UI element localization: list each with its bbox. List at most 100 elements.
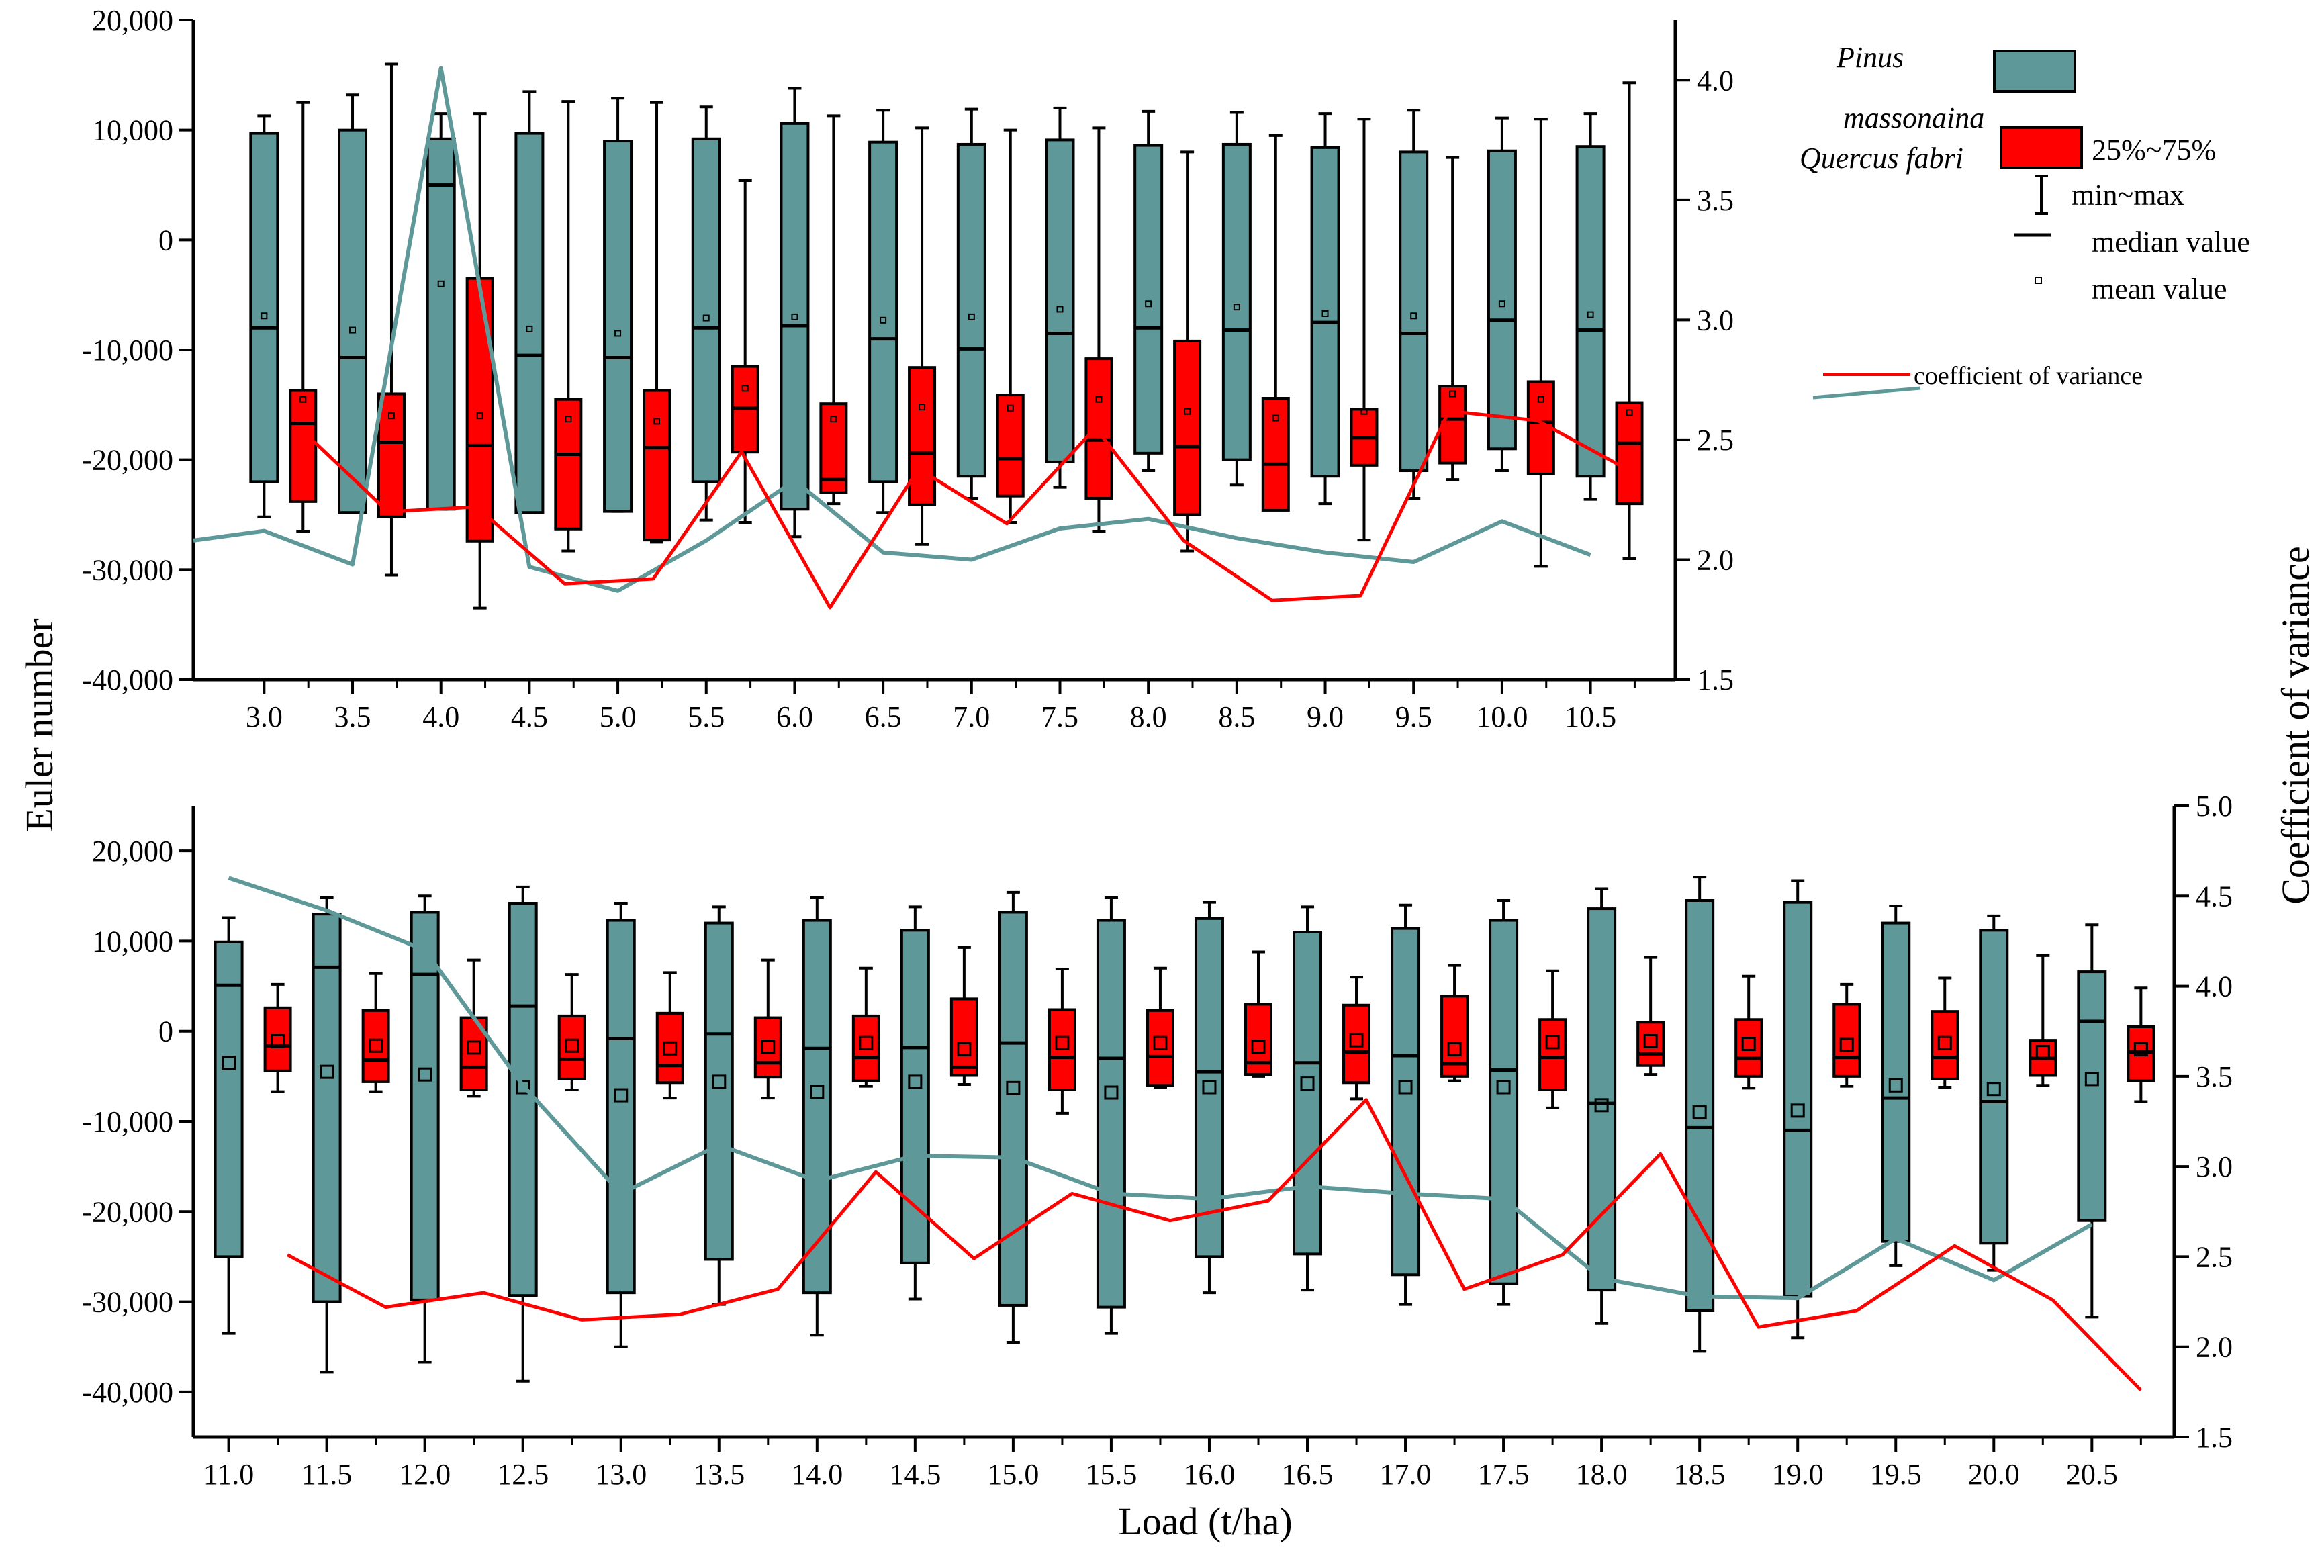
mean-marker [418, 1067, 432, 1082]
mean-marker [1839, 1037, 1854, 1052]
x-tick-label: 3.5 [334, 700, 371, 733]
iqr-box [1783, 901, 1813, 1298]
mean-marker [741, 385, 749, 392]
x-tick-label: 4.0 [422, 700, 459, 733]
mean-marker [859, 1035, 874, 1050]
y-tick-label: -20,000 [82, 1195, 173, 1228]
pinus-box [780, 87, 810, 539]
legend-quercus-swatch [2000, 126, 2083, 169]
x-tick-label: 19.0 [1772, 1458, 1824, 1491]
pinus-box [802, 896, 832, 1337]
y2-tick-label: 3.0 [2196, 1150, 2233, 1183]
mean-marker [565, 1038, 579, 1053]
x-tick-label: 13.5 [693, 1458, 745, 1491]
mean-marker [957, 1042, 972, 1057]
mean-marker [614, 1088, 629, 1103]
iqr-box [1615, 401, 1644, 506]
iqr-box [1391, 927, 1421, 1277]
x-tick-label: 17.5 [1478, 1458, 1530, 1491]
pinus-box [214, 916, 244, 1335]
mean-marker [437, 280, 445, 287]
iqr-box [263, 1006, 292, 1072]
quercus-box [819, 114, 848, 506]
mean-marker [1626, 409, 1633, 416]
iqr-box [249, 132, 279, 483]
legend-pinus-label-2: massonaina [1843, 101, 1984, 134]
y-tick-label: 20,000 [92, 4, 173, 37]
mean-marker [1056, 306, 1064, 313]
y-tick-label: 10,000 [92, 114, 173, 147]
legend-mean-label: mean value [2092, 273, 2227, 306]
y-tick-label: -30,000 [82, 1286, 173, 1319]
pinus-box [900, 905, 930, 1301]
y-tick-label: -10,000 [82, 1105, 173, 1138]
iqr-box [704, 921, 734, 1261]
x-tick-label: 12.0 [399, 1458, 451, 1491]
y2-tick-label: 4.0 [1697, 64, 1734, 97]
pinus-box [312, 896, 342, 1374]
iqr-box [1045, 138, 1075, 463]
legend-cv-label: coefficient of variance [1914, 362, 2143, 390]
x-tick-label: 9.0 [1307, 700, 1344, 733]
iqr-box [410, 911, 440, 1301]
y2-tick-label: 2.0 [1697, 543, 1734, 576]
cv-line-pinus [228, 876, 2093, 1301]
x-tick-label: 11.0 [203, 1458, 254, 1491]
legend-cv-pinus-line [1812, 386, 1921, 400]
mean-marker [1537, 396, 1544, 403]
iqr-box [1194, 917, 1224, 1258]
iqr-box [1399, 150, 1429, 473]
x-tick-label: 20.0 [1968, 1458, 2020, 1491]
mean-marker [387, 412, 395, 420]
quercus-box [949, 946, 978, 1086]
mean-marker [1594, 1098, 1609, 1113]
legend-mean-icon [2035, 277, 2042, 284]
iqr-box [603, 140, 633, 513]
iqr-box [998, 911, 1028, 1307]
y-tick-label: 20,000 [92, 835, 173, 868]
mean-marker [1498, 300, 1505, 308]
top-panel: 20,000 10,000 0 -10,000 -20,000 -30,000 -40,00… [82, 4, 1734, 733]
pinus-box [1685, 876, 1715, 1353]
iqr-box [1221, 142, 1252, 461]
mean-marker [1184, 408, 1191, 415]
pinus-box [1133, 109, 1164, 473]
iqr-box [1133, 144, 1164, 455]
quercus-box [2127, 986, 2155, 1103]
pinus-box [508, 885, 538, 1383]
iqr-box [1489, 919, 1519, 1285]
quercus-box [1048, 968, 1076, 1115]
quercus-box [1350, 118, 1379, 542]
pinus-box [1391, 903, 1421, 1306]
cv-line-pinus [193, 66, 1591, 593]
mean-marker [299, 396, 307, 403]
quercus-box [1146, 966, 1174, 1089]
iqr-box [361, 1009, 390, 1083]
x-tick-label: 7.5 [1041, 700, 1078, 733]
x-tick-label: 16.0 [1183, 1458, 1235, 1491]
y-axis-label: Euler number [17, 618, 61, 831]
x-tick-label: 18.5 [1674, 1458, 1726, 1491]
iqr-box [1487, 149, 1517, 451]
y2-tick-label: 4.0 [2196, 970, 2233, 1003]
mean-marker [1360, 408, 1368, 415]
iqr-box [1084, 357, 1113, 500]
quercus-box [1931, 976, 1959, 1089]
pinus-box [691, 105, 721, 522]
iqr-box [1261, 397, 1290, 512]
x-tick-label: 8.0 [1130, 700, 1167, 733]
quercus-box [1261, 134, 1290, 512]
quercus-box [459, 958, 488, 1098]
quercus-box [557, 973, 586, 1091]
pinus-box [1489, 899, 1519, 1306]
mean-marker [702, 314, 710, 322]
quercus-box [1342, 976, 1371, 1101]
quercus-box [655, 971, 684, 1100]
y2-tick-label: 3.5 [1697, 184, 1734, 217]
quercus-box [1636, 956, 1665, 1076]
legend-pinus-swatch [1993, 50, 2076, 93]
mean-marker [526, 325, 533, 332]
quercus-box [1734, 974, 1763, 1090]
x-tick-label: 4.5 [511, 700, 548, 733]
x-tick-label: 19.5 [1870, 1458, 1922, 1491]
